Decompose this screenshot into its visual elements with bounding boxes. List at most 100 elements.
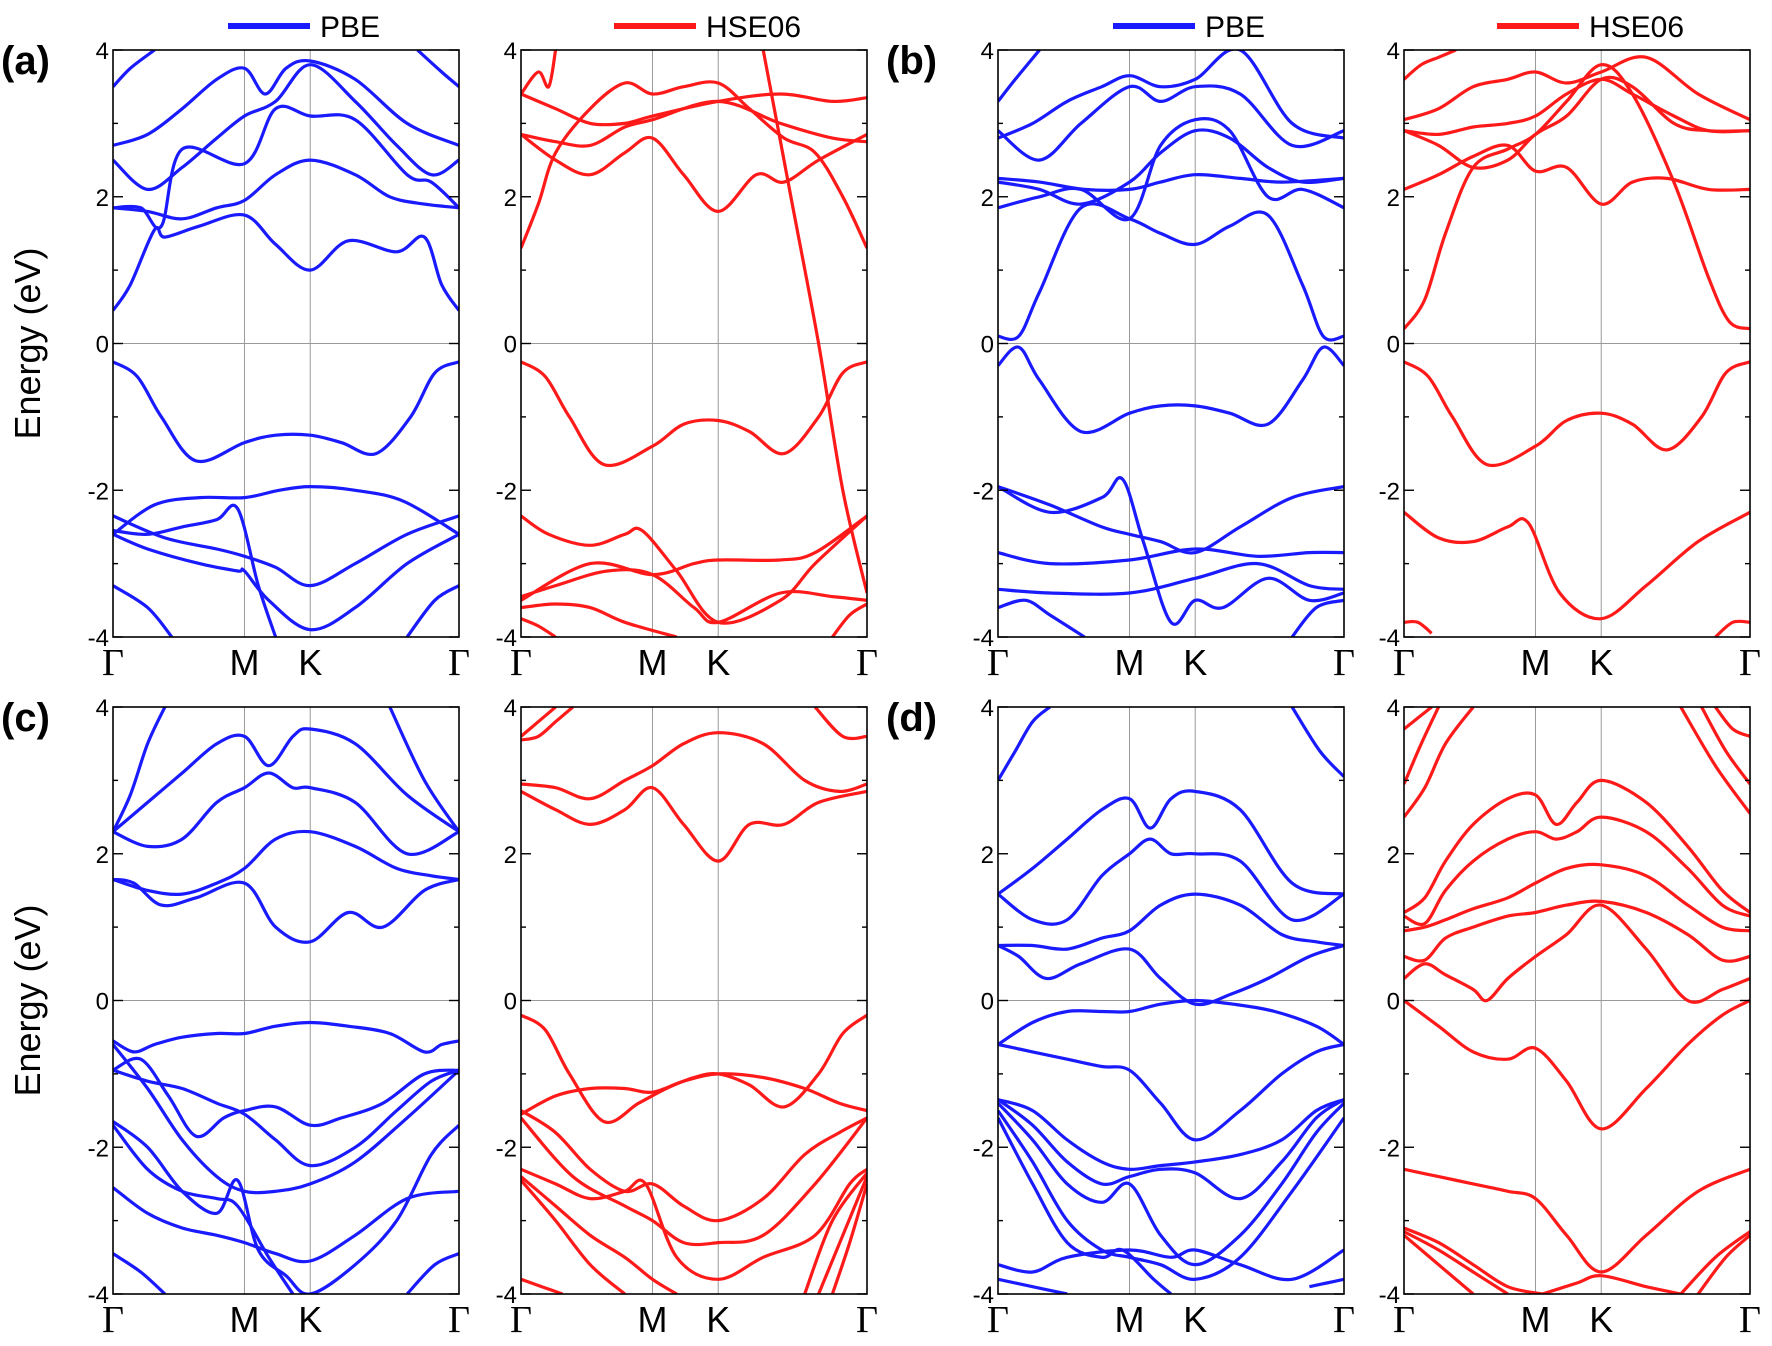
kpoint-label: Γ: [856, 1299, 878, 1341]
kpoint-label: Γ: [448, 642, 470, 684]
band-line: [113, 771, 459, 856]
kpoint-label: K: [1183, 1299, 1207, 1340]
y-tick-label: 2: [981, 842, 994, 869]
band-line: [521, 1175, 678, 1294]
band-line: [1404, 1167, 1750, 1274]
band-line: [113, 532, 459, 632]
kpoint-label: Γ: [510, 642, 532, 684]
kpoint-label: K: [706, 642, 730, 683]
y-tick-label: 2: [981, 185, 994, 212]
kpoint-label: M: [637, 1299, 667, 1340]
band-line: [998, 789, 1344, 896]
band-line: [1404, 143, 1750, 206]
panel-label: (d): [886, 696, 937, 740]
band-line: [998, 1042, 1344, 1142]
band-line: [113, 727, 459, 834]
band-line: [113, 584, 174, 637]
bands: [1404, 707, 1750, 1294]
legend-pbe: PBE: [228, 11, 380, 44]
band-line: [521, 92, 867, 127]
kpoint-label: Γ: [1739, 1299, 1761, 1341]
kpoint-label: M: [229, 1299, 259, 1340]
band-line: [1404, 815, 1750, 927]
band-line: [521, 617, 557, 637]
y-tick-label: 2: [1387, 842, 1400, 869]
band-line: [998, 547, 1344, 566]
band-line: [113, 1056, 459, 1139]
y-tick-label: -2: [973, 478, 994, 505]
panel-label: (c): [1, 696, 50, 740]
band-line: [1290, 598, 1344, 637]
band-line: [521, 514, 867, 625]
y-tick-label: -2: [88, 478, 109, 505]
band-line: [521, 707, 557, 738]
kpoint-label: K: [1589, 1299, 1613, 1340]
band-line: [416, 50, 459, 88]
band-line: [113, 1186, 459, 1264]
band-line: [998, 476, 1344, 626]
band-line: [113, 829, 459, 896]
band-line: [998, 707, 1051, 782]
legend-label: HSE06: [1589, 11, 1684, 44]
band-line: [113, 707, 167, 833]
band-line: [998, 998, 1344, 1046]
band-line: [1290, 707, 1344, 778]
band-line: [998, 943, 1344, 1007]
band-line: [1404, 55, 1750, 122]
kpoint-label: M: [1114, 642, 1144, 683]
band-line: [1404, 50, 1457, 81]
band-line: [998, 1098, 1344, 1171]
kpoint-label: K: [1589, 642, 1613, 683]
band-line: [998, 128, 1344, 206]
band-line: [521, 99, 867, 148]
y-tick-label: 4: [1387, 695, 1400, 722]
y-tick-label: -2: [496, 1135, 517, 1162]
band-line: [1404, 903, 1750, 1004]
y-tick-label: -4: [1379, 625, 1400, 652]
legend-pbe: PBE: [1113, 11, 1265, 44]
panel-5: -4 -2 0 2 4 Γ M K Γ (c) Energy (eV): [1, 695, 470, 1341]
band-line: [1714, 619, 1750, 637]
band-line: [998, 598, 1086, 637]
band-line: [113, 50, 156, 88]
y-tick-label: -2: [496, 478, 517, 505]
band-line: [113, 1068, 459, 1168]
kpoint-label: M: [1520, 642, 1550, 683]
y-tick-label: -2: [1379, 1135, 1400, 1162]
panel-3: -4 -2 0 2 4 Γ M K Γ (b): [886, 38, 1355, 684]
band-line: [998, 485, 1344, 555]
y-axis-label: Energy (eV): [7, 904, 48, 1096]
band-line: [1404, 899, 1750, 963]
band-line: [998, 561, 1344, 596]
kpoint-label: Γ: [102, 642, 124, 684]
band-line: [113, 503, 278, 637]
band-line: [521, 80, 867, 249]
band-line: [998, 1117, 1173, 1294]
panel-7: -4 -2 0 2 4 Γ M K Γ (d): [886, 695, 1355, 1341]
band-line: [521, 1013, 867, 1125]
bands: [113, 707, 459, 1294]
band-line: [1404, 619, 1433, 635]
band-line: [113, 877, 459, 944]
bands: [113, 50, 459, 637]
band-line: [998, 173, 1344, 192]
band-line: [1404, 63, 1750, 331]
band-line: [405, 584, 459, 637]
y-tick-label: 0: [504, 989, 517, 1016]
kpoint-label: M: [1520, 1299, 1550, 1340]
y-tick-label: -4: [496, 1282, 517, 1309]
band-line: [113, 514, 459, 588]
y-axis-label: Energy (eV): [7, 247, 48, 439]
bands: [998, 707, 1344, 1294]
band-line: [521, 731, 867, 801]
band-line: [113, 1043, 459, 1195]
band-line: [521, 1167, 867, 1281]
band-line: [830, 1183, 867, 1294]
band-line: [1404, 77, 1750, 137]
band-line: [998, 1248, 1344, 1282]
band-line: [113, 104, 459, 230]
band-line: [113, 1252, 166, 1294]
band-line: [1404, 1226, 1543, 1294]
band-line: [113, 485, 459, 536]
y-tick-label: -2: [88, 1135, 109, 1162]
